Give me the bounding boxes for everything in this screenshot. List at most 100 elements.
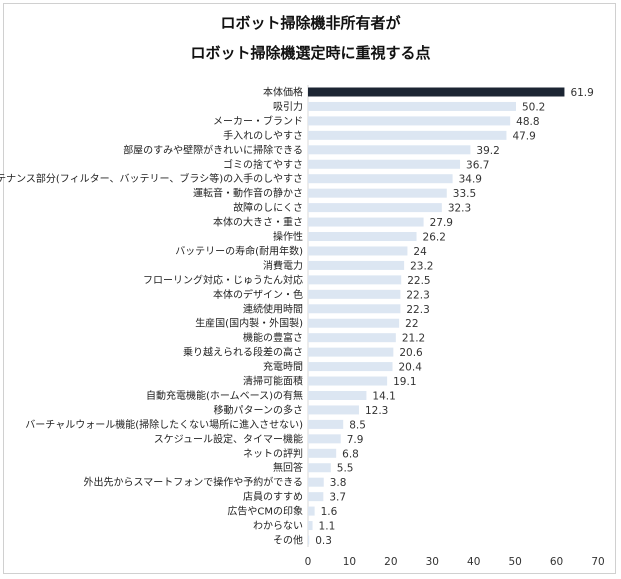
category-label: 外出先からスマートフォンで操作や予約ができる — [84, 476, 304, 489]
chart-frame — [3, 3, 616, 574]
bar — [308, 217, 424, 227]
category-label: 清掃可能面積 — [243, 375, 303, 388]
bar — [308, 390, 367, 400]
data-label: 1.1 — [319, 521, 336, 533]
category-label: 乗り越えられる段差の高さ — [183, 346, 303, 359]
bar — [308, 289, 401, 299]
bar — [308, 376, 388, 386]
bar — [308, 159, 461, 169]
data-label: 39.2 — [476, 145, 499, 157]
chart-title-line1: ロボット掃除機非所有者が — [220, 14, 401, 32]
data-label: 34.9 — [459, 174, 482, 186]
category-label: 連続使用時間 — [243, 302, 303, 315]
data-label: 0.3 — [315, 535, 332, 547]
category-label: ゴミの捨てやすさ — [223, 158, 303, 171]
bar — [308, 347, 394, 357]
data-label: 22 — [405, 318, 418, 330]
category-label: 自動充電機能(ホームベース)の有無 — [146, 389, 303, 402]
bar — [308, 232, 417, 242]
category-label: メンテナンス部分(フィルター、バッテリー、ブラシ等)の入手のしやすさ — [0, 172, 303, 185]
x-tick-label: 20 — [384, 556, 397, 568]
x-tick-label: 50 — [508, 556, 521, 568]
bar — [308, 535, 310, 545]
data-label: 8.5 — [349, 419, 366, 431]
category-label: 運転音・動作音の静かさ — [193, 187, 303, 200]
bar — [308, 318, 400, 328]
category-label: 生産国(国内製・外国製) — [195, 317, 303, 330]
category-label: 充電時間 — [263, 360, 303, 373]
category-label: バーチャルウォール機能(掃除したくない場所に進入させない) — [25, 418, 303, 431]
bar — [308, 275, 402, 285]
bar — [308, 434, 341, 444]
data-label: 12.3 — [365, 405, 388, 417]
category-label: スケジュール設定、タイマー機能 — [154, 432, 303, 445]
category-label: 広告やCMの印象 — [227, 505, 303, 518]
x-tick-label: 60 — [550, 556, 563, 568]
bar — [308, 419, 344, 429]
data-label: 23.2 — [410, 260, 433, 272]
category-label: バッテリーの寿命(耐用年数) — [175, 244, 303, 257]
data-label: 20.6 — [399, 347, 423, 359]
category-label: 機能の豊富さ — [243, 331, 303, 344]
category-label: メーカー・ブランド — [213, 114, 303, 127]
x-tick-label: 10 — [343, 556, 356, 568]
bar — [308, 145, 471, 155]
bar — [308, 405, 359, 415]
bar — [308, 188, 447, 198]
x-tick-label: 30 — [426, 556, 439, 568]
category-label: 本体のデザイン・色 — [213, 288, 303, 301]
bar — [308, 362, 393, 372]
bar — [308, 448, 337, 458]
category-label: 操作性 — [273, 230, 303, 243]
bar — [308, 130, 507, 140]
data-label: 22.3 — [406, 289, 429, 301]
category-label: フローリング対応・じゅうたん対応 — [143, 273, 303, 286]
category-label: 手入れのしやすさ — [223, 129, 303, 142]
bar — [308, 333, 396, 343]
bar — [308, 203, 442, 213]
category-label: 本体の大きさ・重さ — [213, 216, 303, 229]
data-label: 19.1 — [393, 376, 416, 388]
category-label: 店員のすすめ — [243, 490, 303, 503]
data-label: 3.7 — [329, 492, 346, 504]
data-label: 22.5 — [407, 275, 430, 287]
category-label: 故障のしにくさ — [233, 201, 303, 214]
data-label: 47.9 — [512, 130, 535, 142]
x-tick-label: 0 — [305, 556, 312, 568]
data-label: 36.7 — [466, 159, 489, 171]
data-label: 6.8 — [342, 448, 359, 460]
bar — [308, 101, 516, 111]
data-label: 48.8 — [516, 116, 539, 128]
bar — [308, 246, 408, 256]
bar — [308, 506, 315, 516]
category-label: わからない — [253, 520, 303, 532]
bar — [308, 521, 313, 531]
bar — [308, 87, 565, 97]
data-label: 50.2 — [522, 101, 545, 113]
bar — [308, 116, 511, 126]
data-label: 24 — [413, 246, 427, 258]
bar — [308, 477, 324, 487]
data-label: 14.1 — [372, 390, 395, 402]
bar — [308, 260, 405, 270]
category-label: 部屋のすみや壁際がきれいに掃除できる — [123, 143, 303, 156]
data-label: 32.3 — [448, 203, 471, 215]
category-label: 消費電力 — [263, 259, 303, 272]
x-tick-label: 70 — [591, 556, 604, 568]
chart-title-line2: ロボット掃除機選定時に重視する点 — [190, 44, 431, 62]
bar — [308, 492, 324, 502]
data-label: 1.6 — [321, 506, 338, 518]
data-label: 20.4 — [399, 362, 423, 374]
data-label: 33.5 — [453, 188, 476, 200]
data-label: 27.9 — [430, 217, 453, 229]
data-label: 61.9 — [570, 87, 593, 99]
data-label: 22.3 — [406, 304, 429, 316]
category-label: その他 — [273, 534, 303, 547]
category-label: 無回答 — [273, 461, 303, 474]
category-label: 本体価格 — [263, 86, 303, 99]
bar — [308, 174, 453, 184]
category-label: 吸引力 — [273, 100, 303, 113]
data-label: 5.5 — [337, 463, 354, 475]
data-label: 7.9 — [347, 434, 364, 446]
